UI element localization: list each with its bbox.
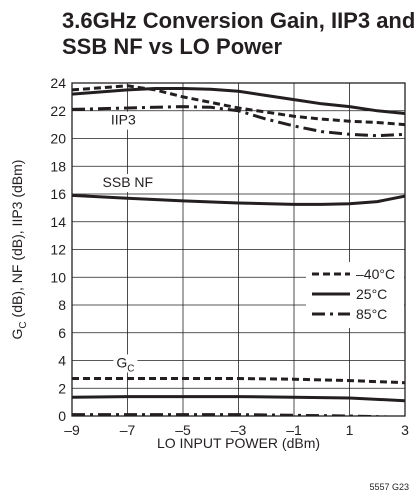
figure-id: 5557 G23 xyxy=(369,482,409,492)
y-tick-label: 0 xyxy=(58,408,66,424)
y-tick-label: 18 xyxy=(50,158,66,174)
series-line-g-c-short-dash xyxy=(72,377,405,385)
series-group xyxy=(72,84,405,416)
annotation-label: SSB NF xyxy=(103,174,154,190)
y-tick-label: 6 xyxy=(58,325,66,341)
series-line-g-c-solid xyxy=(72,395,405,403)
x-tick-label: –5 xyxy=(175,422,191,438)
y-tick-label: 24 xyxy=(50,75,66,91)
x-tick-label: –7 xyxy=(120,422,136,438)
legend-label: –40°C xyxy=(356,266,395,282)
x-tick-label: 1 xyxy=(346,422,354,438)
y-tick-label: 4 xyxy=(58,353,66,369)
series-line-iip3-long-dash xyxy=(72,105,405,138)
legend-label: 25°C xyxy=(356,286,387,302)
y-axis-label-subscript: C xyxy=(18,321,29,328)
annotation-backing xyxy=(113,354,138,373)
legend: –40°C 25°C 85°C xyxy=(306,262,404,328)
annotation-subscript: C xyxy=(127,363,134,374)
x-tick-label: –3 xyxy=(231,422,247,438)
chart-title-line-2: SSB NF vs LO Power xyxy=(62,34,283,59)
y-tick-label: 20 xyxy=(50,131,66,147)
annotations: IIP3 SSB NF GC xyxy=(99,111,160,374)
y-tick-label: 14 xyxy=(50,214,66,230)
plot-frame xyxy=(71,82,406,417)
annotation-text: SSB NF xyxy=(103,174,154,190)
y-tick-label: 22 xyxy=(50,103,66,119)
series-line-ssb-nf-solid xyxy=(72,193,405,206)
y-axis-label-part: (dB), NF (dB), IIP3 (dBm) xyxy=(9,160,25,322)
annotation-backing xyxy=(107,111,150,130)
y-tick-label: 10 xyxy=(50,269,66,285)
series-line-iip3-solid xyxy=(72,87,405,115)
annotation-text: G xyxy=(116,354,127,370)
x-tick-label: –1 xyxy=(286,422,302,438)
x-axis-label: LO INPUT POWER (dBm) xyxy=(157,435,320,451)
annotation-label: IIP3 xyxy=(111,112,136,128)
y-tick-label: 2 xyxy=(58,380,66,396)
y-tick-label: 16 xyxy=(50,186,66,202)
annotation-text: IIP3 xyxy=(111,112,136,128)
y-tick-label: 8 xyxy=(58,297,66,313)
x-tick-label: –9 xyxy=(64,422,80,438)
y-axis-label: GC (dB), NF (dB), IIP3 (dBm) xyxy=(9,160,29,340)
annotation-backing xyxy=(99,174,160,193)
x-tick-label: 3 xyxy=(401,422,409,438)
y-tick-label: 12 xyxy=(50,242,66,258)
series-line-g-c-long-dash xyxy=(72,413,405,416)
y-axis-label-part: G xyxy=(9,329,25,340)
chart-title-line-1: 3.6GHz Conversion Gain, IIP3 and xyxy=(62,8,416,33)
annotation-label: GC xyxy=(116,354,134,374)
legend-label: 85°C xyxy=(356,306,387,322)
